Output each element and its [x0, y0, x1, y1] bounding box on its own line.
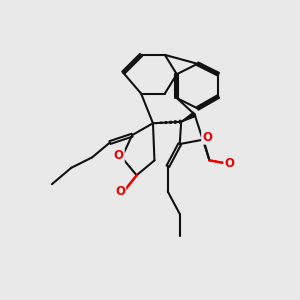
Text: O: O	[202, 131, 212, 144]
Text: O: O	[115, 185, 125, 198]
Text: O: O	[224, 157, 234, 170]
Polygon shape	[181, 112, 196, 122]
Text: O: O	[114, 149, 124, 162]
